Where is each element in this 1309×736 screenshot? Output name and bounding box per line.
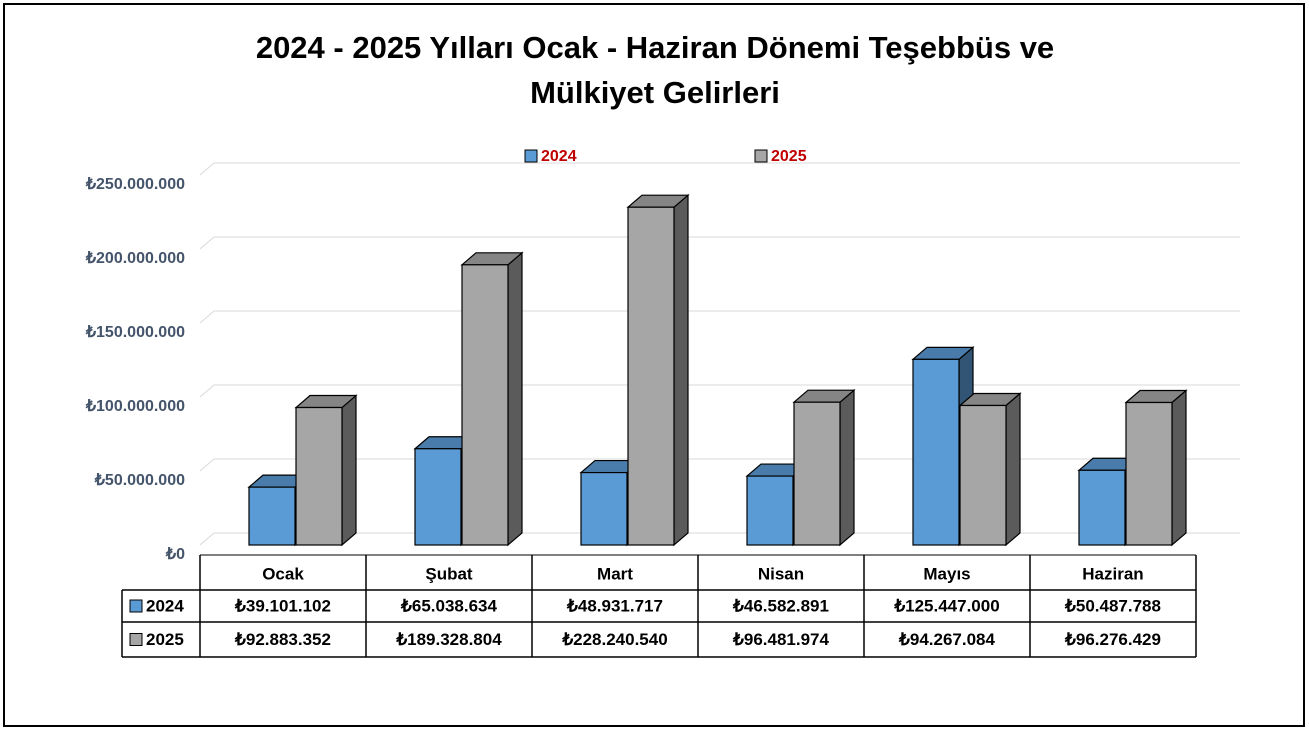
x-tick-label: Haziran [1082, 564, 1143, 583]
chart-subtitle: Mülkiyet Gelirleri [530, 75, 780, 110]
bar-side [342, 396, 356, 545]
bar [960, 393, 1020, 545]
table-value: ₺228.240.540 [561, 630, 667, 649]
x-tick-label: Şubat [425, 564, 473, 583]
y-tick-label: ₺50.000.000 [94, 472, 185, 489]
bar-front [1079, 470, 1125, 545]
bar-front [249, 487, 295, 545]
bar-front [960, 405, 1006, 545]
y-tick-label: ₺0 [165, 546, 185, 563]
x-tick-label: Mayıs [923, 564, 970, 583]
table-row-label: 2025 [146, 630, 184, 649]
bar-front [747, 476, 793, 545]
bar [628, 195, 688, 545]
table-value: ₺92.883.352 [234, 630, 331, 649]
x-tick-label: Nisan [758, 564, 804, 583]
table-swatch [130, 634, 142, 646]
chart: 2024 - 2025 Yılları Ocak - Haziran Dönem… [0, 0, 1309, 731]
bar [462, 253, 522, 545]
table-swatch [130, 600, 142, 612]
table-row-label: 2024 [146, 596, 184, 615]
table-value: ₺65.038.634 [400, 596, 497, 615]
table-value: ₺46.582.891 [732, 596, 829, 615]
table-value: ₺94.267.084 [898, 630, 995, 649]
y-tick-label: ₺200.000.000 [85, 250, 185, 267]
legend-swatch [755, 150, 767, 162]
legend-swatch [525, 150, 537, 162]
bar-side [1172, 391, 1186, 545]
table-value: ₺96.481.974 [732, 630, 829, 649]
bar-front [913, 359, 959, 545]
bar [1126, 391, 1186, 545]
bar-side [674, 195, 688, 545]
bar-front [581, 473, 627, 545]
table-value: ₺39.101.102 [234, 596, 331, 615]
bar-side [840, 390, 854, 545]
bar-side [1006, 393, 1020, 545]
chart-title: 2024 - 2025 Yılları Ocak - Haziran Dönem… [256, 30, 1054, 65]
y-tick-label: ₺150.000.000 [85, 324, 185, 341]
bar-front [296, 408, 342, 545]
bar-front [794, 402, 840, 545]
y-tick-label: ₺250.000.000 [85, 176, 185, 193]
table-value: ₺50.487.788 [1064, 596, 1161, 615]
bar-front [628, 207, 674, 545]
bar-side [508, 253, 522, 545]
bar [296, 396, 356, 545]
legend-label: 2024 [541, 148, 577, 165]
table-value: ₺96.276.429 [1064, 630, 1161, 649]
bar-front [462, 265, 508, 545]
bar-front [1126, 403, 1172, 545]
legend-label: 2025 [771, 148, 807, 165]
table-value: ₺189.328.804 [395, 630, 502, 649]
x-tick-label: Mart [597, 564, 633, 583]
y-tick-label: ₺100.000.000 [85, 398, 185, 415]
bar [794, 390, 854, 545]
x-tick-label: Ocak [262, 564, 304, 583]
bar-front [415, 449, 461, 545]
table-value: ₺125.447.000 [893, 596, 999, 615]
table-value: ₺48.931.717 [566, 596, 663, 615]
